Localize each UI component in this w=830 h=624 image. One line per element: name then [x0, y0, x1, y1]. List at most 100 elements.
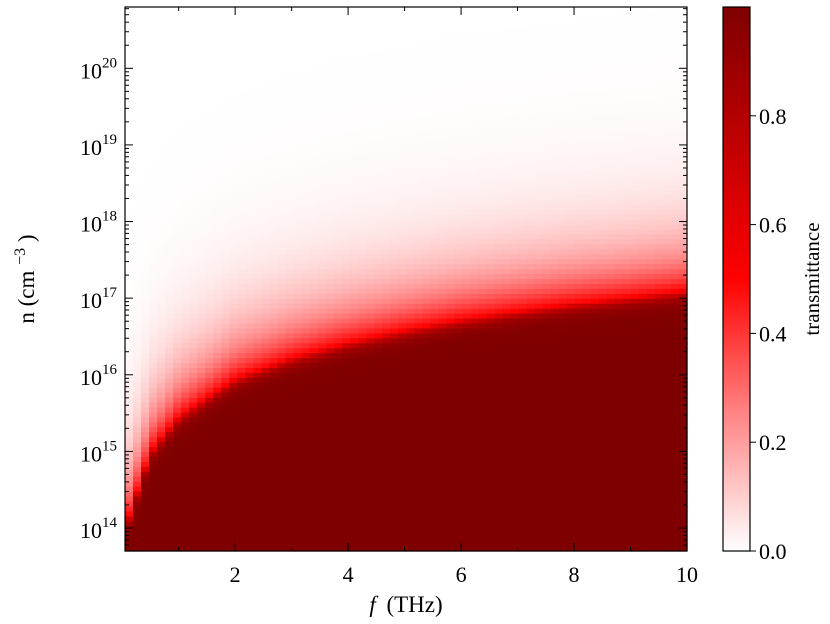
heatmap-cell	[325, 328, 335, 334]
heatmap-cell	[365, 56, 375, 62]
heatmap-cell	[173, 481, 182, 488]
heatmap-cell	[229, 51, 238, 58]
heatmap-cell	[293, 125, 303, 132]
heatmap-cell	[269, 160, 279, 166]
heatmap-cell	[373, 140, 383, 147]
heatmap-cell	[454, 170, 463, 176]
heatmap-cell	[389, 249, 399, 255]
heatmap-cell	[237, 31, 247, 38]
heatmap-cell	[478, 66, 487, 72]
heatmap-cell	[189, 481, 198, 488]
heatmap-cell	[446, 125, 455, 132]
heatmap-cell	[341, 26, 351, 33]
heatmap-cell	[213, 511, 222, 517]
heatmap-cell	[133, 442, 142, 448]
heatmap-cell	[237, 457, 247, 463]
heatmap-cell	[373, 526, 383, 532]
heatmap-cell	[197, 392, 206, 399]
heatmap-cell	[438, 160, 447, 166]
heatmap-cell	[462, 372, 471, 379]
heatmap-cell	[285, 26, 295, 33]
heatmap-cell	[253, 308, 263, 315]
heatmap-cell	[229, 382, 238, 389]
heatmap-cell	[470, 180, 479, 186]
heatmap-cell	[414, 308, 423, 315]
heatmap-cell	[165, 11, 174, 18]
heatmap-cell	[309, 110, 319, 117]
heatmap-cell	[157, 120, 166, 127]
heatmap-cell	[221, 476, 230, 483]
heatmap-cell	[325, 412, 335, 419]
heatmap-cell	[325, 66, 335, 72]
heatmap-cell	[125, 130, 134, 137]
heatmap-cell	[349, 368, 359, 374]
heatmap-cell	[422, 293, 431, 300]
heatmap-cell	[133, 279, 142, 285]
heatmap-cell	[165, 516, 174, 522]
heatmap-cell	[381, 135, 391, 142]
heatmap-cell	[446, 7, 455, 13]
heatmap-cell	[229, 279, 238, 285]
heatmap-cell	[157, 165, 166, 171]
heatmap-cell	[478, 476, 487, 483]
heatmap-cell	[229, 343, 238, 349]
heatmap-cell	[349, 323, 359, 330]
heatmap-cell	[454, 343, 463, 349]
heatmap-cell	[470, 303, 479, 310]
heatmap-cell	[478, 447, 487, 453]
heatmap-cell	[285, 511, 295, 517]
heatmap-cell	[253, 204, 263, 211]
heatmap-cell	[285, 100, 295, 107]
heatmap-cell	[229, 170, 238, 176]
heatmap-cell	[478, 130, 487, 137]
heatmap-cell	[213, 279, 222, 285]
heatmap-cell	[213, 76, 222, 82]
heatmap-cell	[478, 7, 487, 13]
heatmap-cell	[165, 140, 174, 147]
heatmap-cell	[414, 541, 423, 547]
heatmap-cell	[181, 244, 190, 250]
heatmap-cell	[125, 229, 134, 236]
heatmap-cell	[317, 145, 327, 152]
heatmap-cell	[125, 125, 134, 132]
heatmap-cell	[446, 432, 455, 438]
heatmap-cell	[486, 155, 495, 161]
heatmap-cell	[381, 407, 391, 414]
heatmap-cell	[430, 283, 439, 290]
heatmap-cell	[333, 308, 343, 315]
heatmap-cell	[333, 7, 343, 13]
heatmap-cell	[181, 387, 190, 394]
heatmap-cell	[406, 170, 415, 176]
heatmap-cell	[229, 66, 238, 72]
heatmap-cell	[357, 189, 367, 196]
heatmap-cell	[438, 96, 447, 102]
heatmap-cell	[213, 536, 222, 542]
heatmap-cell	[373, 209, 383, 216]
heatmap-cell	[341, 481, 351, 488]
heatmap-cell	[269, 363, 279, 369]
heatmap-cell	[365, 120, 375, 127]
heatmap-cell	[309, 209, 319, 216]
heatmap-cell	[141, 526, 150, 532]
heatmap-cell	[133, 546, 142, 552]
heatmap-cell	[221, 264, 230, 270]
heatmap-cell	[125, 36, 134, 43]
heatmap-cell	[253, 432, 263, 438]
heatmap-cell	[309, 417, 319, 424]
heatmap-cell	[229, 422, 238, 428]
heatmap-cell	[133, 531, 142, 537]
heatmap-cell	[181, 224, 190, 231]
heatmap-cell	[446, 239, 455, 245]
heatmap-cell	[133, 452, 142, 458]
heatmap-cell	[181, 100, 190, 107]
heatmap-cell	[333, 41, 343, 48]
heatmap-cell	[269, 66, 279, 72]
heatmap-cell	[454, 229, 463, 236]
heatmap-cell	[229, 86, 238, 92]
heatmap-cell	[277, 377, 287, 384]
heatmap-cell	[301, 437, 311, 443]
heatmap-cell	[245, 16, 255, 23]
heatmap-cell	[406, 333, 415, 339]
heatmap-cell	[293, 452, 303, 458]
heatmap-cell	[277, 135, 287, 142]
